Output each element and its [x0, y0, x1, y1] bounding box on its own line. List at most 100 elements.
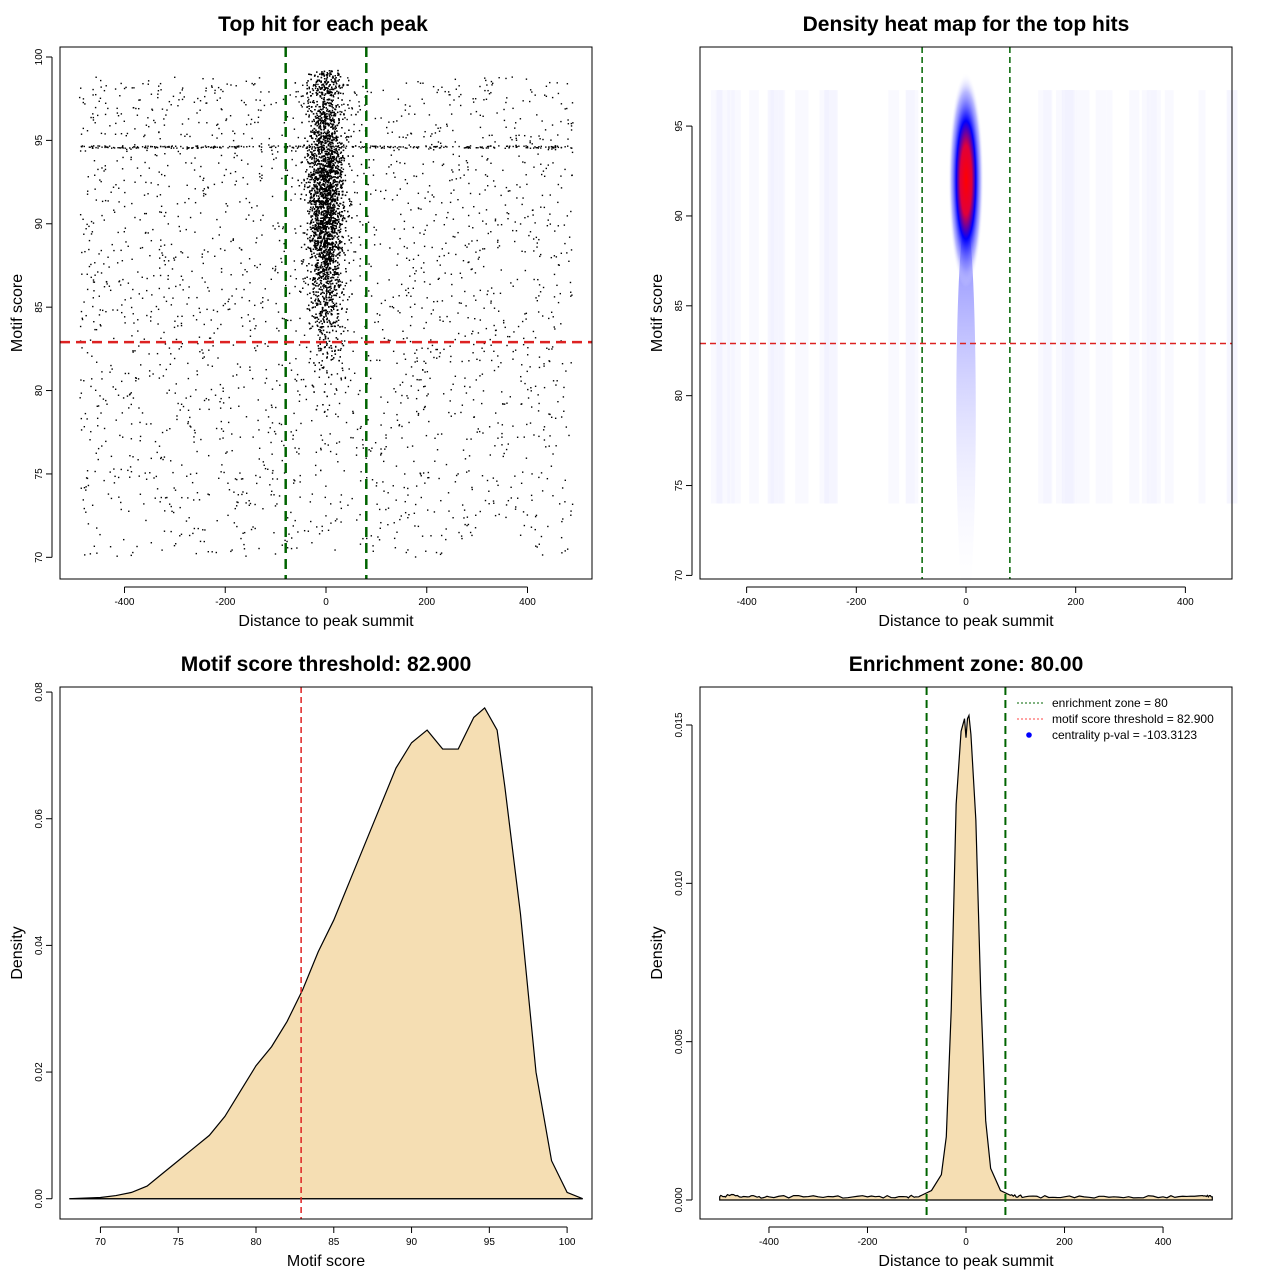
scatter-point	[501, 424, 504, 426]
scatter-point	[459, 272, 462, 274]
scatter-point	[467, 523, 470, 526]
scatter-point	[530, 526, 533, 528]
scatter-point	[214, 255, 216, 257]
scatter-point	[566, 107, 568, 110]
scatter-point	[186, 133, 188, 136]
scatter-point	[507, 217, 509, 220]
scatter-point	[219, 401, 221, 403]
scatter-point	[560, 340, 562, 342]
scatter-point	[184, 201, 186, 204]
scatter-point	[295, 330, 297, 332]
scatter-point	[326, 317, 329, 319]
scatter-point	[407, 516, 409, 519]
scatter-point	[375, 189, 377, 191]
scatter-point	[85, 228, 87, 230]
scatter-point	[180, 324, 183, 327]
scatter-point	[103, 263, 105, 265]
scatter-point	[543, 363, 545, 365]
scatter-point	[550, 465, 553, 467]
scatter-point	[498, 245, 501, 247]
scatter-point	[145, 124, 148, 126]
scatter-point	[295, 358, 297, 360]
scatter-point	[146, 147, 149, 149]
scatter-xlabel: Distance to peak summit	[238, 613, 414, 630]
scatter-point	[85, 314, 87, 317]
scatter-point	[479, 114, 482, 116]
scatter-point	[254, 503, 256, 506]
scatter-point	[113, 147, 116, 149]
scatter-point	[553, 255, 556, 257]
scatter-point	[564, 479, 566, 482]
scatter-point	[468, 146, 471, 148]
scatter-point	[494, 514, 497, 517]
scatter-ylabel: Motif score	[9, 274, 26, 352]
scatter-point	[446, 315, 448, 318]
scatter-point	[88, 225, 90, 228]
scatter-point	[514, 508, 517, 510]
scatter-point	[565, 370, 567, 372]
scatter-point	[139, 440, 141, 442]
scatter-point	[537, 394, 539, 396]
scatter-point	[417, 207, 420, 209]
scatter-point	[83, 507, 85, 510]
scatter-point	[208, 399, 210, 401]
scatter-point	[366, 90, 369, 93]
scatter-point	[206, 102, 208, 104]
scatter-point	[314, 464, 317, 467]
scatter-point	[164, 510, 166, 512]
scatter-point	[554, 148, 557, 151]
scatter-point	[493, 369, 496, 372]
scatter-point	[564, 550, 566, 552]
scatter-point	[487, 158, 489, 160]
scatter-point	[334, 520, 337, 522]
scatter-point	[94, 328, 96, 331]
scatter-point	[546, 347, 548, 349]
scatter-point	[428, 476, 430, 479]
scatter-point	[365, 457, 367, 459]
scatter-point	[294, 268, 296, 271]
scatter-point	[338, 402, 341, 405]
scatter-point	[183, 96, 185, 98]
scatter-point	[368, 263, 370, 265]
scatter-point	[550, 139, 552, 141]
scatter-point	[366, 537, 368, 540]
scatter-point	[170, 243, 173, 246]
scatter-point	[388, 279, 390, 281]
scatter-point	[330, 305, 332, 308]
scatter-point	[534, 515, 537, 518]
scatter-point	[292, 525, 294, 527]
scatter-point	[553, 296, 556, 298]
scatter-point	[484, 89, 486, 92]
scatter-point	[496, 241, 499, 243]
scatter-point	[466, 516, 469, 518]
scatter-point	[267, 299, 269, 301]
scatter-point	[506, 212, 508, 214]
scatter-point	[81, 318, 84, 321]
scatter-point	[416, 146, 418, 148]
scatter-point	[125, 86, 127, 89]
scatter-point	[471, 333, 473, 335]
scatter-point	[262, 508, 264, 510]
scatter-point	[490, 91, 492, 94]
scatter-point	[242, 133, 245, 135]
scatter-point	[248, 300, 251, 302]
scatter-point	[362, 447, 365, 449]
scatter-point	[414, 280, 416, 282]
scatter-point	[349, 379, 352, 382]
scatter-point	[531, 499, 533, 501]
scatter-point	[210, 319, 212, 321]
scatter-point	[302, 84, 304, 86]
scatter-point	[562, 396, 565, 398]
scatter-point	[132, 397, 135, 399]
scatter-point	[86, 418, 88, 420]
scatter-point	[390, 154, 393, 156]
scatter-point	[295, 277, 297, 280]
scatter-point	[468, 225, 470, 227]
scatter-point	[118, 496, 120, 498]
scatter-point	[212, 78, 214, 80]
scatter-point	[100, 272, 103, 274]
scatter-point	[379, 527, 381, 529]
scatter-point	[567, 138, 569, 140]
scatter-point	[164, 256, 167, 258]
